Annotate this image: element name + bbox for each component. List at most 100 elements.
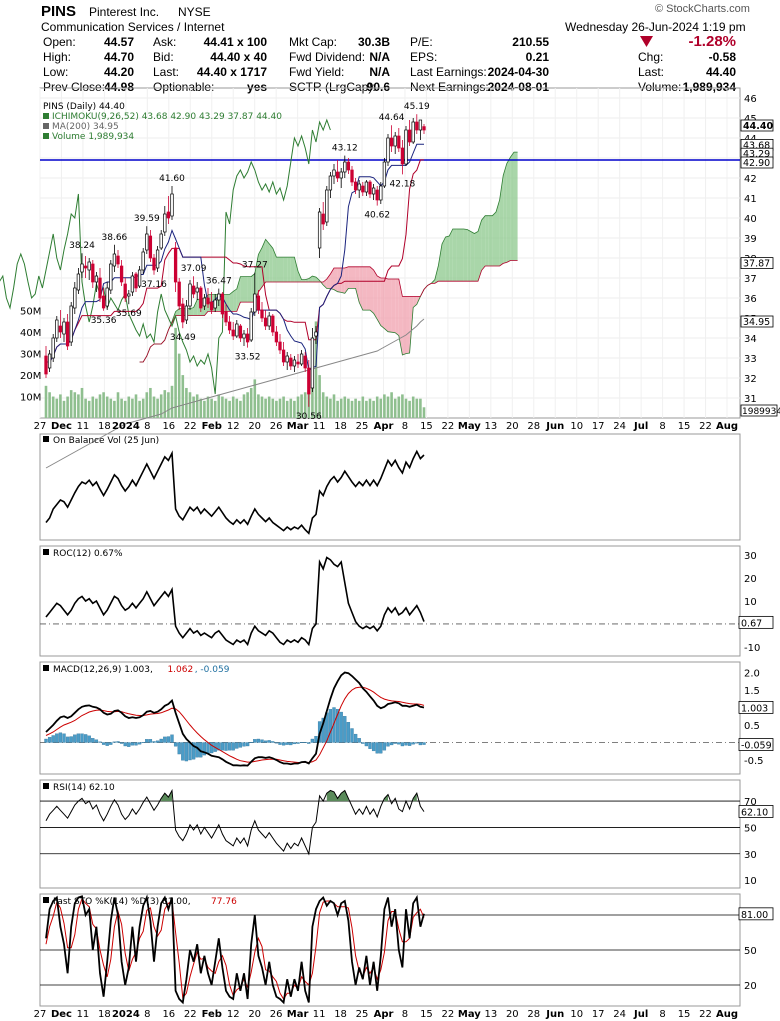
volume-bar — [95, 398, 98, 418]
volume-bar — [44, 385, 48, 418]
sto-y-tick: 50 — [744, 946, 757, 957]
macd-histogram-bar — [109, 742, 113, 745]
candle-body — [227, 321, 232, 331]
macd-histogram-bar — [51, 735, 55, 743]
macd-panel — [39, 661, 741, 775]
x-axis-tick-bottom: 8 — [659, 1009, 665, 1020]
kumo-green — [308, 276, 313, 282]
candle-body — [393, 135, 397, 147]
rsi-right-label-box — [738, 805, 774, 818]
kumo-red — [341, 268, 345, 294]
macd-histogram-bar — [148, 739, 153, 743]
kumo-green — [496, 200, 500, 266]
macd-histogram-bar — [245, 742, 250, 747]
volume-bar — [192, 396, 195, 418]
candle-body — [177, 281, 181, 307]
field-label: Fwd Dividend: — [289, 50, 366, 64]
macd-histogram-bar — [181, 742, 185, 761]
x-axis-tick-top: 18 — [334, 421, 347, 432]
kumo-red — [398, 279, 403, 355]
x-axis-tick-top: Apr — [374, 421, 394, 432]
volume-bar — [282, 396, 285, 418]
macd-histogram-bar — [235, 742, 239, 749]
macd-histogram-bar — [145, 739, 149, 743]
rsi-line — [45, 788, 425, 856]
candle-body — [328, 175, 333, 191]
volume-bar — [228, 400, 231, 418]
kumo-red — [352, 266, 356, 289]
price-y-tick: 31 — [744, 394, 757, 405]
legend-swatch — [43, 783, 49, 789]
x-axis-tick-top: 15 — [678, 421, 691, 432]
kumo-red — [373, 270, 378, 320]
macd-histogram-bar — [260, 739, 264, 743]
volume-bar — [221, 396, 224, 418]
volume-bar — [253, 379, 257, 418]
macd-histogram-bar — [65, 736, 70, 743]
macd-histogram-bar — [202, 742, 207, 756]
volume-bar — [149, 387, 152, 418]
price-legend-item: MA(200) 34.95 — [52, 122, 119, 132]
candle-body — [116, 255, 120, 265]
macd-histogram-bar — [238, 742, 243, 748]
candle-body — [245, 333, 250, 343]
sto-y-tick: 20 — [744, 981, 757, 992]
legend-swatch — [43, 123, 49, 129]
candle-body — [249, 311, 253, 341]
macd-histogram-bar — [299, 742, 304, 743]
candle-body — [256, 295, 261, 311]
field-value: 2024-04-30 — [487, 65, 549, 79]
macd-histogram-bar — [44, 738, 48, 743]
rsi-y-tick: 30 — [744, 850, 757, 861]
candle-body — [238, 325, 243, 339]
volume-bar — [390, 392, 393, 418]
macd-histogram-bar — [94, 739, 99, 743]
price-annotation: 38.24 — [69, 241, 95, 251]
change-percent: -1.28% — [688, 33, 736, 50]
exchange-name: NYSE — [178, 5, 211, 19]
field-value: 44.98 — [103, 80, 134, 94]
legend-swatch — [43, 897, 49, 903]
macd-histogram-bar — [76, 733, 81, 743]
site-credit: © StockCharts.com — [655, 3, 750, 15]
kumo-green — [478, 220, 482, 282]
volume-bar — [386, 396, 390, 418]
kumo-green — [312, 276, 316, 282]
ma200-line — [45, 318, 425, 469]
field-value: 30.3B — [357, 35, 390, 49]
x-axis-tick-top: 8 — [402, 421, 408, 432]
candle-body — [235, 323, 239, 337]
candle-body — [170, 193, 174, 217]
macd-histogram-bar — [105, 742, 109, 746]
macd-histogram-bar — [188, 742, 192, 761]
volume-bar — [321, 392, 325, 418]
x-axis-tick-bottom: 26 — [270, 1009, 283, 1020]
x-axis-tick-top: 18 — [98, 421, 111, 432]
volume-bar — [257, 394, 260, 418]
candle-body — [382, 161, 387, 187]
macd-histogram-bar — [353, 733, 358, 743]
price-annotation: 38.66 — [102, 233, 128, 243]
macd-legend-part: MACD(12,26,9) 1.003, — [53, 665, 153, 675]
volume-bar — [379, 398, 383, 418]
candle-body — [371, 187, 376, 195]
price-right-label: 34.95 — [743, 317, 770, 328]
x-axis-tick-bottom: 12 — [227, 1009, 240, 1020]
macd-legend-part: , -0.059 — [195, 665, 230, 675]
volume-value: 1,989,934 — [682, 80, 736, 94]
macd-histogram-bar — [83, 734, 88, 743]
volume-bar — [239, 400, 242, 418]
volume-bar — [210, 398, 213, 418]
volume-bar — [264, 398, 267, 418]
rsi-y-tick: 10 — [744, 876, 757, 887]
x-axis-tick-top: 22 — [184, 421, 197, 432]
candle-body — [389, 137, 394, 147]
volume-bar — [105, 396, 109, 418]
volume-bar — [397, 396, 401, 418]
kumo-green — [474, 231, 478, 282]
volume-y-tick: 40M — [20, 328, 41, 339]
field-label: Fwd Yield: — [289, 65, 345, 79]
volume-y-tick: 10M — [20, 393, 41, 404]
price-y-tick: 36 — [744, 294, 757, 305]
macd-histogram-bar — [400, 742, 405, 747]
